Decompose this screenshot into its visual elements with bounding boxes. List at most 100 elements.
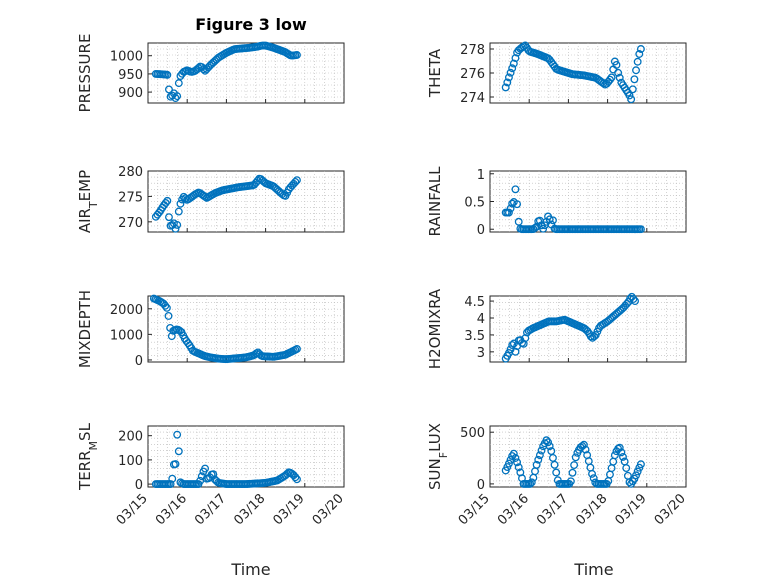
data-point <box>504 459 513 468</box>
data-point <box>291 473 300 482</box>
data-point <box>625 91 634 100</box>
data-point <box>511 54 520 63</box>
data-point <box>163 196 172 205</box>
y-tick-label: 270 <box>118 216 143 231</box>
y-tick-label: 276 <box>460 67 485 82</box>
x-tick-label: 03/20 <box>310 491 347 528</box>
y-tick-label: 0.5 <box>464 196 485 211</box>
data-point <box>548 216 557 225</box>
data-point <box>628 85 637 94</box>
data-point <box>293 51 301 59</box>
data-point <box>629 295 638 303</box>
data-point <box>293 475 301 484</box>
y-tick-label: 900 <box>118 86 143 101</box>
data-point <box>291 178 300 186</box>
data-point <box>171 224 180 233</box>
data-point <box>506 68 515 77</box>
data-point <box>615 73 624 82</box>
data-point <box>168 474 177 483</box>
data-point <box>627 95 636 104</box>
data-point <box>612 61 621 69</box>
data-point <box>194 64 203 72</box>
data-point <box>636 225 645 234</box>
data-point <box>588 469 596 478</box>
y-tick-label: 3.5 <box>464 329 485 344</box>
x-tick-label: 03/16 <box>153 491 190 528</box>
data-point <box>633 467 642 476</box>
data-point <box>165 85 173 94</box>
data-point <box>571 453 580 462</box>
y-tick-label: 200 <box>118 430 143 445</box>
data-point <box>173 92 182 101</box>
y-tick-label: 1000 <box>110 50 143 65</box>
y-axis-label: PRESSURE <box>76 34 94 113</box>
x-tick-label: 03/19 <box>271 491 308 528</box>
subplot-theta: 274 276 278 THETA <box>426 41 687 106</box>
data-point <box>537 446 546 455</box>
y-tick-label: 0 <box>477 223 485 238</box>
data-point <box>514 217 523 226</box>
data-point <box>534 455 543 464</box>
data-point <box>552 468 561 477</box>
data-point <box>161 301 170 310</box>
data-point <box>508 341 517 349</box>
data-point <box>167 332 176 341</box>
data-point <box>504 208 513 217</box>
y-tick-label: 4 <box>477 312 485 327</box>
y-tick-label: 274 <box>460 91 485 106</box>
data-point <box>508 199 517 208</box>
data-point <box>171 94 180 103</box>
data-point <box>632 66 640 75</box>
data-point <box>174 447 183 456</box>
data-point <box>632 471 640 480</box>
data-point <box>607 73 616 82</box>
data-point <box>568 468 577 477</box>
y-axis-label: TERRMSL <box>76 422 100 491</box>
subplot-mixdepth: 0 1000 2000 MIXDEPTH <box>76 290 345 369</box>
data-point <box>586 332 595 341</box>
data-point <box>209 470 218 479</box>
data-point <box>631 297 639 306</box>
data-point <box>164 311 173 320</box>
data-point <box>171 460 180 469</box>
y-tick-label: 3 <box>477 346 485 361</box>
data-point <box>545 215 554 224</box>
y-tick-label: 1000 <box>110 328 143 343</box>
y-axis-label: AIRTEMP <box>76 170 100 233</box>
data-point <box>566 477 575 486</box>
data-point <box>511 454 520 462</box>
y-axis-label: H2OMIXRA <box>426 288 444 369</box>
data-point <box>610 451 619 460</box>
data-point <box>513 458 522 467</box>
data-point <box>174 207 183 216</box>
y-tick-label: 278 <box>460 43 485 58</box>
data-point <box>506 204 515 213</box>
data-point <box>509 449 518 458</box>
x-tick-label: 03/16 <box>495 491 532 528</box>
y-tick-label: 280 <box>118 165 143 180</box>
data-point <box>514 463 523 472</box>
data-point <box>617 448 626 457</box>
y-tick-label: 0 <box>135 354 143 369</box>
data-point <box>173 430 182 439</box>
data-point <box>501 83 510 92</box>
data-point <box>635 50 644 58</box>
data-point <box>532 460 541 469</box>
x-tick-label: 03/19 <box>613 491 650 528</box>
data-point <box>531 223 539 232</box>
x-tick-label: 03/15 <box>456 491 493 528</box>
data-point <box>527 478 536 487</box>
subplot-pressure: 900 950 1000 PRESSURE <box>76 34 345 113</box>
y-tick-label: 1 <box>477 168 485 183</box>
data-point <box>633 57 642 66</box>
data-point <box>535 451 544 460</box>
data-point <box>526 479 535 488</box>
data-point <box>542 436 551 445</box>
data-point <box>615 443 624 452</box>
data-point <box>504 73 513 82</box>
data-point <box>173 220 182 229</box>
data-point <box>599 79 608 88</box>
y-tick-label: 4.5 <box>464 295 485 310</box>
x-tick-label: 03/18 <box>573 491 610 528</box>
